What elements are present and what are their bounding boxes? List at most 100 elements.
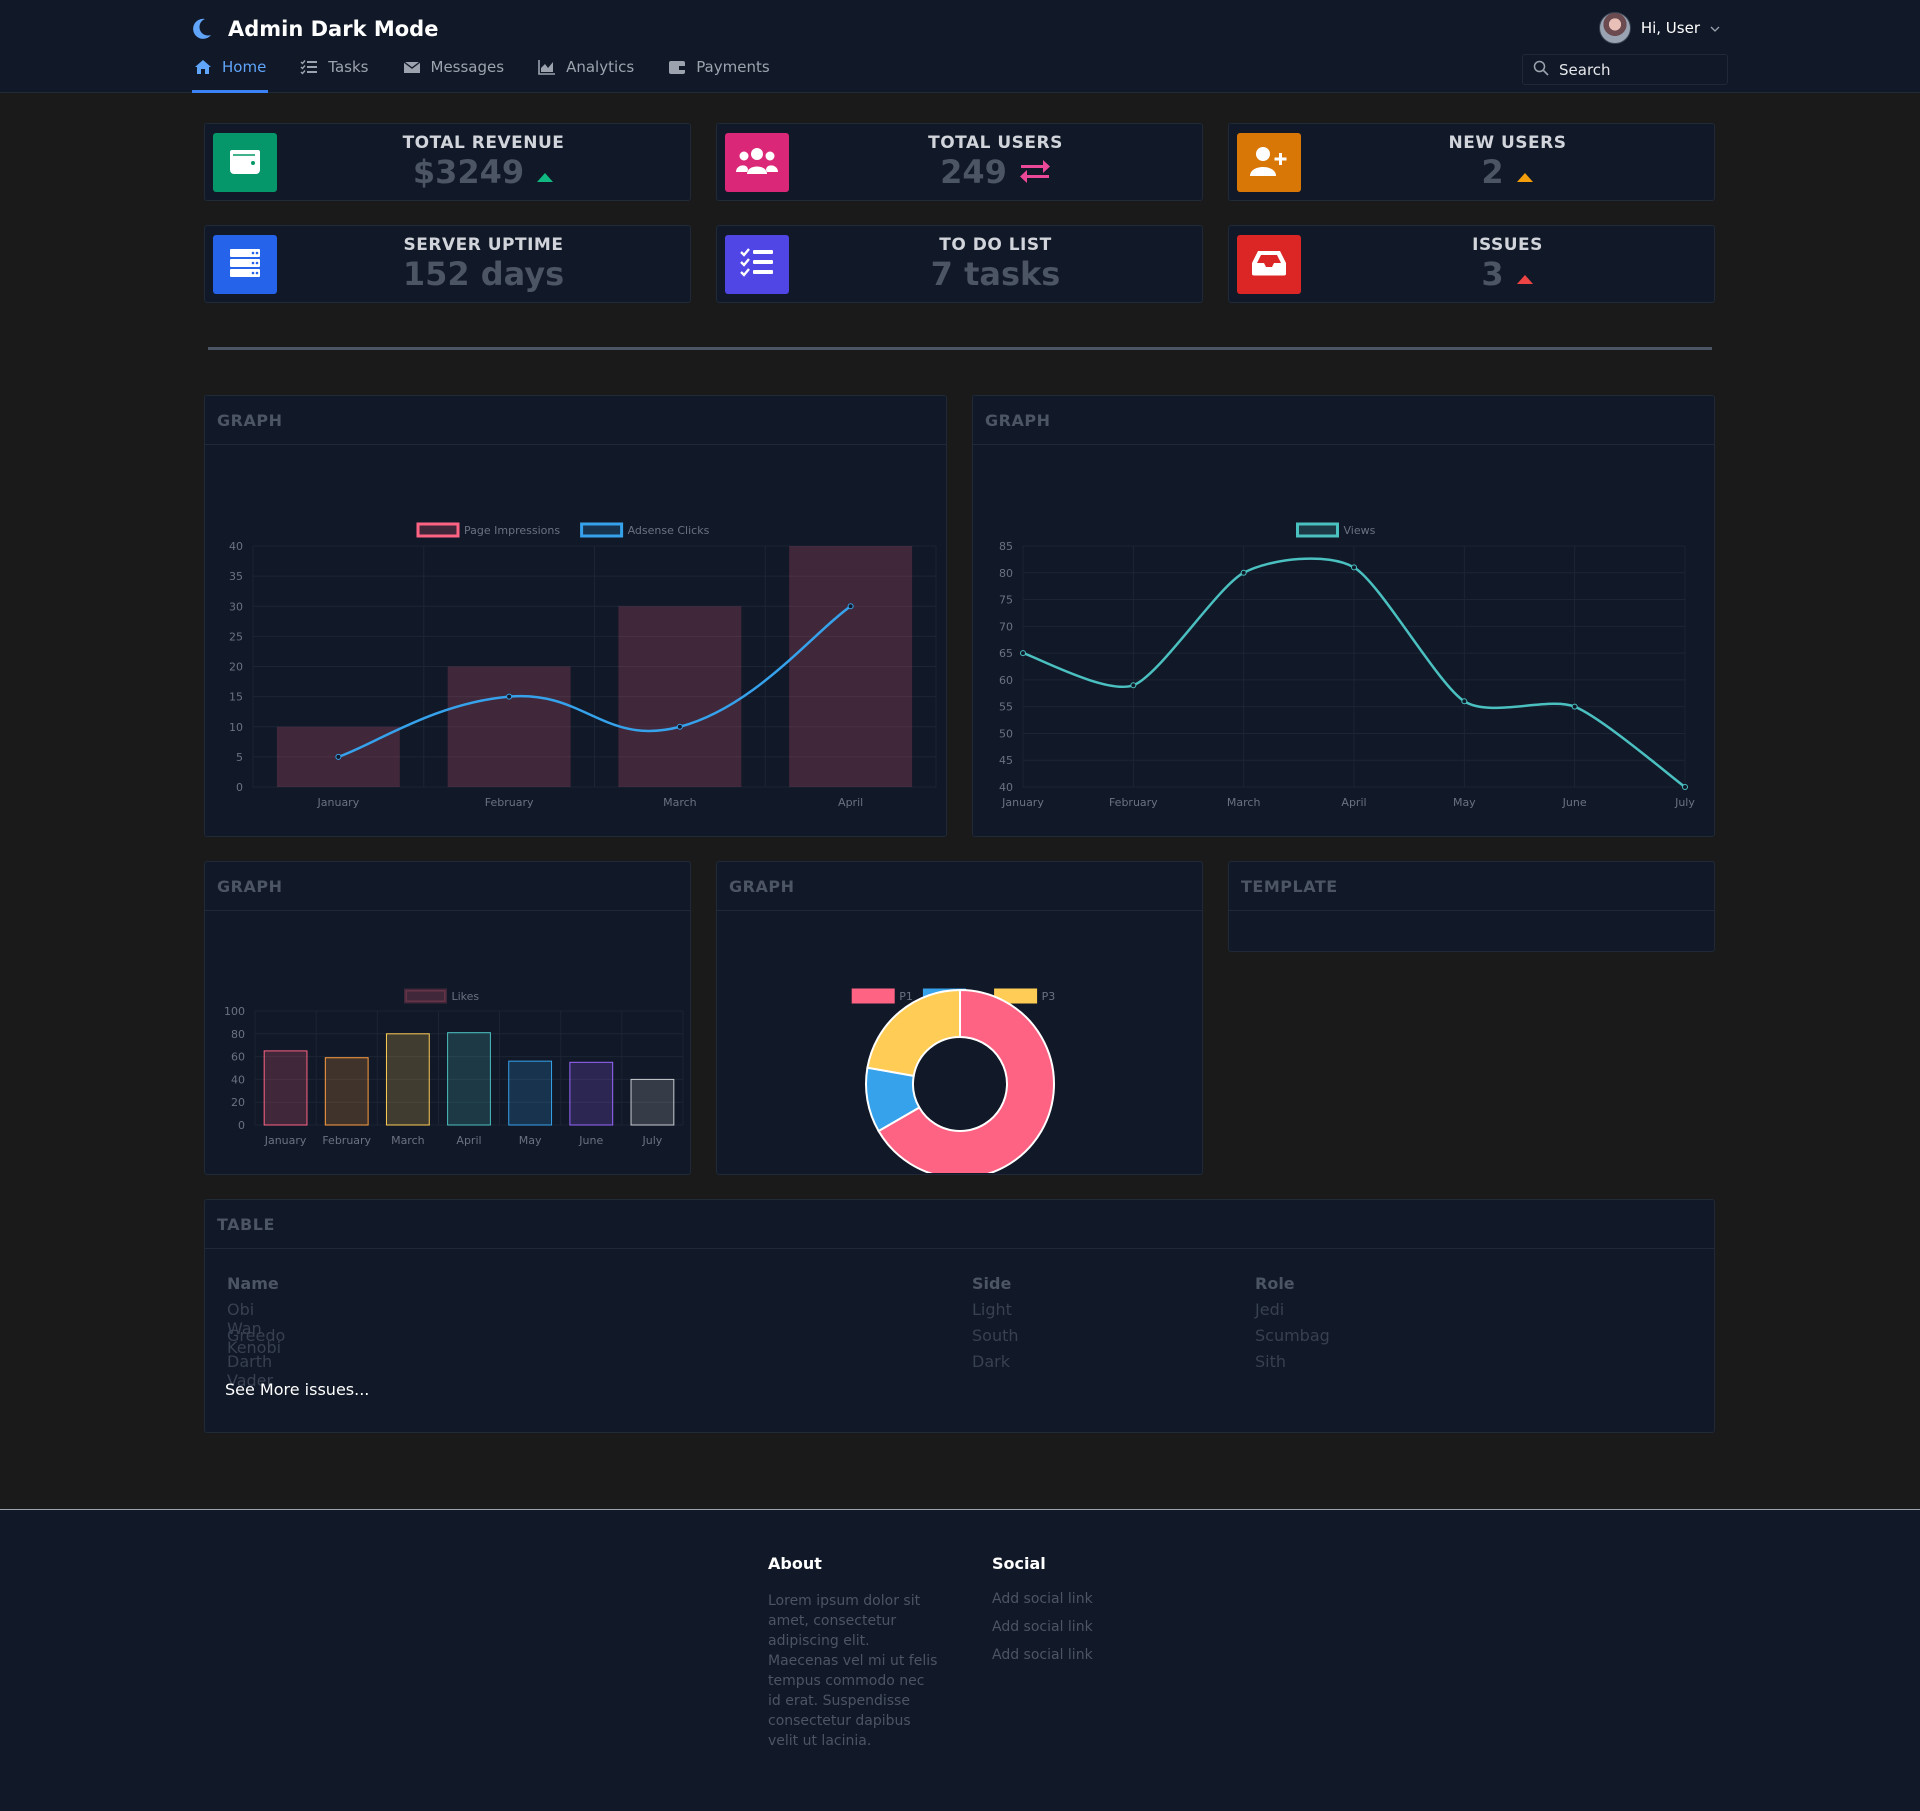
- data-point: [847, 603, 854, 610]
- social-link[interactable]: Add social link: [992, 1619, 1093, 1635]
- nav-payments[interactable]: Payments: [666, 56, 771, 93]
- legend-swatch: [851, 988, 895, 1004]
- social-link[interactable]: Add social link: [992, 1591, 1093, 1607]
- stat-card-server-uptime: SERVER UPTIME 152 days: [204, 225, 691, 303]
- legend-swatch: [416, 522, 460, 538]
- data-point: [1682, 784, 1688, 790]
- x-tick-label: January: [264, 1134, 307, 1147]
- user-plus-icon: [1249, 145, 1289, 181]
- brand[interactable]: Admin Dark Mode: [192, 14, 438, 44]
- footer: About Lorem ipsum dolor sit amet, consec…: [0, 1509, 1920, 1811]
- caret-up-icon: [1516, 153, 1534, 191]
- table-cell: Obi Wan Kenobi: [227, 1300, 282, 1357]
- legend-swatch: [1296, 522, 1339, 538]
- legend-swatch: [580, 522, 624, 538]
- x-tick-label: June: [578, 1134, 603, 1147]
- panel-title: TABLE: [205, 1200, 1714, 1249]
- chart-bar-line: 0 5 10 15 20 25 30 35 40 January February March Apri…: [229, 522, 937, 809]
- x-tick-label: March: [391, 1134, 425, 1147]
- stat-value: $3249: [412, 153, 525, 191]
- stat-card-total-revenue: TOTAL REVENUE $3249: [204, 123, 691, 201]
- search-input[interactable]: [1559, 60, 1709, 79]
- y-tick-label: 40: [231, 1073, 245, 1086]
- pie-slice: [877, 988, 1055, 1179]
- legend-label: Likes: [452, 990, 480, 1003]
- bar: [447, 1032, 491, 1126]
- stat-card-total-users: TOTAL USERS 249: [716, 123, 1203, 201]
- y-tick-label: 55: [999, 701, 1013, 714]
- stat-value: 3: [1481, 255, 1504, 293]
- stat-label: ISSUES: [1472, 235, 1543, 255]
- stat-label: TOTAL REVENUE: [402, 133, 565, 153]
- panel-graph-3: GRAPH 0 20 40 60 80 100 January February March Ap…: [204, 861, 691, 1175]
- data-point: [1571, 703, 1578, 710]
- stat-card-issues: ISSUES 3: [1228, 225, 1715, 303]
- top-header: Admin Dark Mode Hi, User Home Tasks Mess…: [0, 0, 1920, 93]
- x-tick-label: May: [519, 1134, 542, 1147]
- bar: [630, 1078, 675, 1126]
- stat-value: 152 days: [402, 255, 565, 293]
- y-tick-label: 30: [229, 600, 243, 613]
- legend-swatch: [404, 988, 447, 1004]
- data-point: [1240, 569, 1247, 576]
- app-title: Admin Dark Mode: [228, 17, 439, 41]
- exchange-icon: [1019, 153, 1051, 191]
- x-tick-label: July: [642, 1134, 663, 1147]
- nav-messages-label: Messages: [430, 58, 505, 76]
- moon-icon: [192, 18, 212, 40]
- y-tick-label: 20: [229, 661, 243, 674]
- y-tick-label: 60: [231, 1051, 245, 1064]
- envelope-icon: [403, 58, 421, 79]
- nav-analytics-label: Analytics: [566, 58, 635, 76]
- user-menu[interactable]: Hi, User: [1598, 12, 1720, 44]
- y-tick-label: 60: [999, 674, 1013, 687]
- data-point: [1020, 650, 1026, 657]
- legend-label: Page Impressions: [464, 524, 560, 537]
- see-more-link[interactable]: See More issues...: [225, 1380, 370, 1399]
- data-point: [1461, 698, 1468, 705]
- footer-social: Social Add social link Add social link A…: [992, 1554, 1093, 1675]
- divider: [208, 347, 1712, 350]
- table-column-side: Side Light South Dark: [972, 1274, 1019, 1378]
- stat-label: SERVER UPTIME: [403, 235, 564, 255]
- x-tick-label: April: [456, 1134, 481, 1147]
- x-tick-label: February: [322, 1134, 371, 1147]
- nav-analytics[interactable]: Analytics: [536, 56, 636, 93]
- social-link[interactable]: Add social link: [992, 1647, 1093, 1663]
- y-tick-label: 75: [999, 594, 1013, 607]
- panel-title: GRAPH: [205, 396, 946, 445]
- data-point: [506, 693, 513, 700]
- wallet-icon: [668, 58, 686, 79]
- panel-title: GRAPH: [205, 862, 690, 911]
- tasks-icon: [740, 247, 774, 282]
- pie-slice: [866, 988, 961, 1077]
- wallet-icon: [229, 147, 261, 179]
- stat-icon-bg: [213, 133, 277, 192]
- nav-home[interactable]: Home: [192, 56, 269, 93]
- caret-up-icon: [536, 153, 554, 191]
- legend-label: Adsense Clicks: [628, 524, 710, 537]
- nav-tasks[interactable]: Tasks: [298, 56, 370, 93]
- stat-icon-bg: [213, 235, 277, 294]
- stat-icon-bg: [725, 133, 789, 192]
- bar: [618, 606, 742, 787]
- search-box: [1522, 54, 1728, 85]
- table-cell: Light: [972, 1300, 1012, 1319]
- server-icon: [229, 248, 261, 282]
- nav-messages[interactable]: Messages: [401, 56, 507, 93]
- y-tick-label: 100: [224, 1005, 245, 1018]
- bar: [263, 1050, 308, 1126]
- x-tick-label: March: [663, 796, 697, 809]
- x-tick-label: February: [485, 796, 534, 809]
- search-icon: [1533, 60, 1549, 80]
- panel-table: TABLE Name Obi Wan Kenobi Greedo Darth V…: [204, 1199, 1715, 1433]
- table-header: Side: [972, 1274, 1012, 1293]
- y-tick-label: 25: [229, 630, 243, 643]
- panel-graph-4: GRAPH P1P2P3: [716, 861, 1203, 1179]
- y-tick-label: 85: [999, 540, 1013, 553]
- stat-icon-bg: [1237, 133, 1301, 192]
- x-tick-label: April: [1341, 796, 1366, 809]
- panel-graph-1: GRAPH 0 5 10 15 20 25 30 35 40 January February Mar…: [204, 395, 947, 837]
- stat-icon-bg: [1237, 235, 1301, 294]
- x-tick-label: May: [1453, 796, 1476, 809]
